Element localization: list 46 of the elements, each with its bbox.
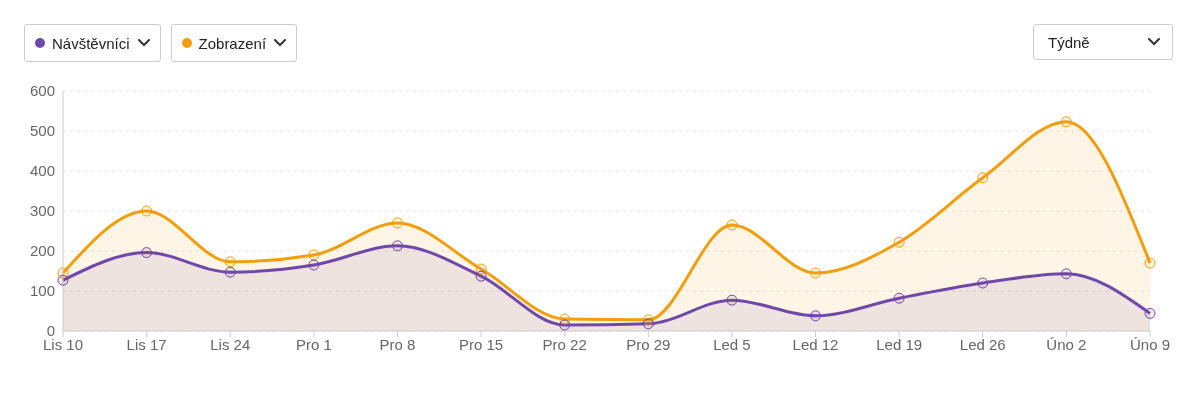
point bbox=[1060, 116, 1072, 128]
x-tick-label: Pro 8 bbox=[379, 335, 416, 353]
point bbox=[57, 274, 69, 286]
point bbox=[475, 270, 487, 282]
x-tick-label: Lis 24 bbox=[210, 335, 251, 353]
y-tick-label: 300 bbox=[29, 202, 55, 220]
point bbox=[1144, 257, 1156, 269]
text: Týdně bbox=[1048, 33, 1090, 51]
point bbox=[810, 267, 822, 279]
x-tick-label: Pro 15 bbox=[458, 335, 504, 353]
point bbox=[893, 292, 905, 304]
y-tick-label: 400 bbox=[29, 162, 55, 180]
x-tick-label: Led 19 bbox=[876, 335, 923, 353]
x-tick-label: Úno 9 bbox=[1129, 335, 1171, 353]
point bbox=[726, 294, 738, 306]
legend-label: Návštěvníci bbox=[52, 34, 130, 52]
point bbox=[977, 172, 989, 184]
x-tick-label: Led 26 bbox=[959, 335, 1006, 353]
point bbox=[141, 247, 153, 259]
y-tick-label: 200 bbox=[29, 242, 55, 260]
point bbox=[726, 219, 738, 231]
point bbox=[224, 266, 236, 278]
point bbox=[642, 318, 654, 330]
x-tick-label: Úno 2 bbox=[1046, 335, 1087, 353]
x-tick-label: Led 5 bbox=[713, 335, 751, 353]
x-tick-label: Pro 22 bbox=[542, 335, 587, 353]
point bbox=[1144, 307, 1156, 319]
x-tick-label: Lis 17 bbox=[126, 335, 167, 353]
y-tick-label: 100 bbox=[29, 282, 55, 300]
y-tick-label: 600 bbox=[29, 82, 55, 100]
point bbox=[810, 310, 822, 322]
x-tick-label: Pro 1 bbox=[295, 335, 332, 353]
point bbox=[391, 217, 403, 229]
legend-label: Zobrazení bbox=[198, 34, 267, 52]
x-tick-label: Led 12 bbox=[792, 335, 839, 353]
point bbox=[391, 240, 403, 252]
x-tick-label: Pro 29 bbox=[626, 335, 671, 353]
point bbox=[308, 249, 320, 261]
point bbox=[893, 236, 905, 248]
point bbox=[141, 205, 153, 217]
point bbox=[559, 319, 571, 331]
point bbox=[224, 256, 236, 268]
point bbox=[308, 259, 320, 271]
y-tick-label: 500 bbox=[29, 122, 55, 140]
point bbox=[977, 277, 989, 289]
point bbox=[1060, 268, 1072, 280]
